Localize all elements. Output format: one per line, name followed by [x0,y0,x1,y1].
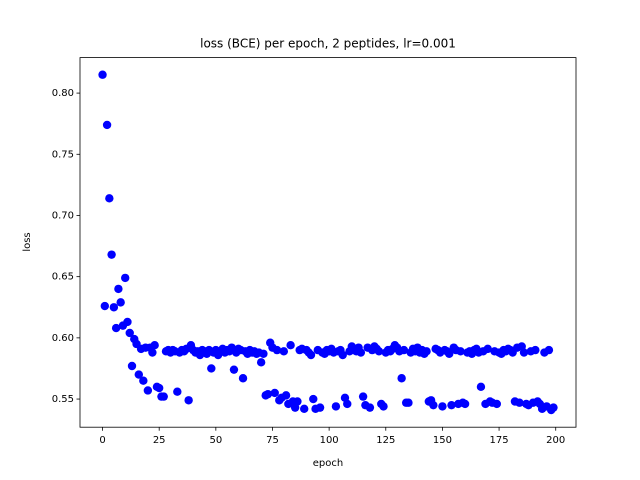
point [270,388,279,398]
point [229,365,239,374]
x-tick-label: 200 [546,435,565,446]
point [116,298,125,307]
point [306,350,316,360]
y-tick-label: 0.75 [52,149,74,160]
point [121,273,130,283]
point [300,404,309,414]
point [148,348,157,357]
point [105,194,114,203]
point [456,347,465,356]
point [365,403,375,412]
y-tick-label: 0.80 [52,88,74,99]
point [445,349,454,358]
point [438,402,447,411]
point [476,382,486,392]
y-tick-label: 0.55 [52,394,74,405]
point [460,399,470,409]
point [286,341,295,350]
point [125,328,134,338]
x-tick-label: 100 [320,435,339,446]
point [127,361,137,371]
point [123,317,132,327]
x-tick-label: 125 [376,435,395,446]
point [184,396,193,405]
point [159,392,168,401]
point [515,398,524,407]
point [272,345,282,355]
x-tick-label: 0 [99,435,105,446]
point [256,358,266,367]
point [293,397,302,406]
point [114,284,123,294]
point [309,394,318,404]
plot-frame [79,57,577,428]
x-axis-label: epoch [313,458,343,469]
point [279,347,289,356]
point [107,250,116,259]
point [143,386,153,395]
point [315,403,325,412]
point [238,374,248,383]
point [150,341,159,350]
point [109,303,119,312]
point [422,347,431,356]
point [263,389,273,399]
point [134,370,143,379]
point [404,398,413,407]
point [483,344,492,354]
y-tick-label: 0.70 [52,210,74,221]
point [207,364,216,373]
point [343,399,352,409]
chart-title: loss (BCE) per epoch, 2 peptides, lr=0.0… [200,37,456,51]
point [331,402,341,411]
x-tick-label: 50 [209,435,222,446]
point [173,387,182,396]
x-tick-label: 25 [153,435,166,446]
point [492,399,502,409]
x-tick-label: 150 [433,435,452,446]
point [154,383,164,393]
point [358,392,368,401]
point [259,349,268,358]
point [397,374,406,383]
point [429,400,438,410]
point [102,120,112,130]
point [356,348,366,357]
point [98,70,107,79]
point [531,345,540,355]
point [281,391,291,400]
x-tick-label: 175 [490,435,509,446]
point [374,347,384,356]
point [549,403,558,412]
point [100,301,110,311]
point [447,400,456,410]
point [399,345,409,355]
y-tick-label: 0.65 [52,272,74,283]
point [544,345,554,355]
point [111,323,121,333]
y-axis-label: loss [22,232,33,251]
point [338,350,347,360]
point [519,348,529,357]
x-tick-label: 75 [266,435,279,446]
point [379,402,388,411]
point [139,376,148,385]
y-tick-label: 0.60 [52,333,74,344]
